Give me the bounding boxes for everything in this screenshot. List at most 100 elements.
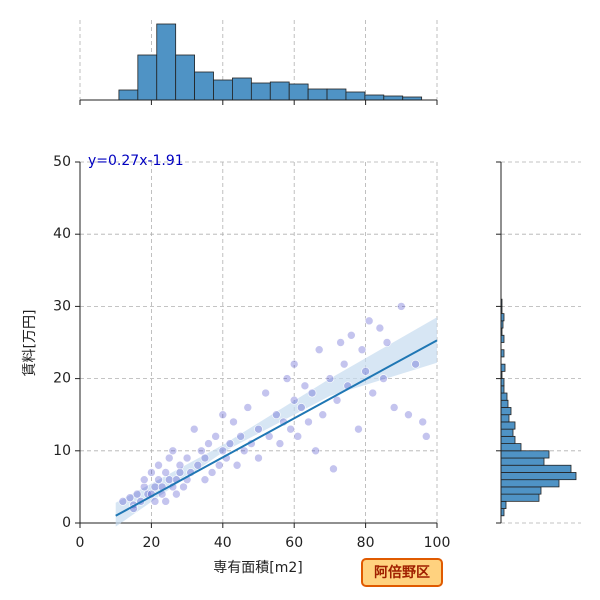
scatter-point [300,381,310,391]
histogram-bar [345,91,366,101]
scatter-point [354,424,363,434]
scatter-point [243,403,253,412]
scatter-point [336,338,345,347]
scatter-point [182,453,192,463]
regression-line [115,339,438,517]
histogram-bar [307,88,328,101]
x-tick-label: 60 [285,535,303,551]
histogram-bar [500,407,512,416]
y-tick-label: 50 [53,154,71,170]
histogram-bar [500,450,550,459]
scatter-point [357,345,367,355]
x-tick-label: 0 [76,535,85,551]
scatter-point [275,439,285,448]
annotation: y=0.27x-1.91 [88,153,184,169]
scatter-point [168,446,178,456]
histogram-bar [175,54,195,101]
scatter-point [118,497,128,506]
scatter-point [293,432,303,441]
y-tick-label: 40 [53,226,71,242]
scatter-point [368,388,378,398]
scatter-point [147,468,156,477]
confidence-band [115,317,437,527]
scatter-point [172,489,181,499]
scatter-point [197,446,206,456]
scatter-point [332,395,342,405]
scatter-point [282,374,292,383]
histogram-bar [250,82,271,101]
scatter-point [325,374,335,383]
scatter-point [164,453,174,463]
scatter-point [411,359,420,369]
histogram-bar [500,464,572,473]
scatter-point [150,482,160,492]
scatter-point [204,439,213,448]
scatter-point [125,493,135,503]
scatter-point [396,302,406,311]
histogram-bar [500,493,540,502]
scatter-point [304,417,313,427]
scatter-point [418,417,428,427]
scatter-point [214,460,224,470]
scatter-point [229,417,238,427]
plot-layer: 0 20 40 60 80 100 0 10 20 30 40 50 [53,20,581,551]
histogram-bar [269,81,290,101]
histogram-bar [500,435,516,444]
histogram-bar [232,77,252,101]
scatter-point [189,424,199,434]
scatter-point [200,475,210,484]
scatter-point [254,453,263,463]
y-tick-label: 0 [62,515,71,531]
label-box [361,558,443,587]
y-tick-label: 20 [53,371,71,387]
scatter-point [297,403,306,412]
histogram-bar [500,486,542,495]
scatter-point [161,468,170,477]
scatter-point [404,410,413,420]
scatter-point [318,410,328,420]
histogram-bar [156,23,177,101]
scatter-point [389,403,399,412]
histogram-bar [194,71,214,101]
x-tick-label: 20 [142,535,160,551]
scatter-point [161,497,170,506]
histogram-bar [500,443,522,452]
scatter-point [347,330,356,340]
histogram-bar [137,54,158,101]
scatter-point [154,460,163,470]
scatter-point [207,468,217,477]
scatter-point [236,432,245,441]
scatter-point [272,410,281,420]
scatter-point [375,323,385,333]
scatter-point [329,464,338,474]
scatter-point [164,475,174,484]
x-axis-label: 専有面積[m2] [213,560,302,576]
scatter-point [382,338,392,347]
scatter-point [289,359,299,369]
scatter-point [421,432,431,441]
histogram-bar [118,89,139,101]
scatter-point [200,453,210,463]
x-tick-label: 100 [424,535,451,551]
label-text: 阿倍野区 [374,564,430,581]
scatter-point [218,446,228,456]
histogram-bar [364,94,385,101]
scatter-point [139,482,149,492]
x-tick-label: 80 [357,535,375,551]
histogram-bar [383,95,404,101]
y-tick-label: 10 [53,443,71,459]
scatter-point [361,367,370,376]
scatter-point [311,446,320,456]
histogram-bar [500,479,560,488]
scatter-point [175,460,185,470]
scatter-point [218,410,228,420]
scatter-point [139,475,149,484]
scatter-point [314,345,324,355]
histogram-bar [500,500,507,509]
scatter-point [254,424,263,434]
y-tick-label: 30 [53,298,71,314]
scatter-point [175,468,185,477]
histogram-bar [500,428,514,437]
scatter-point [289,395,299,405]
x-tick-label: 40 [214,535,232,551]
